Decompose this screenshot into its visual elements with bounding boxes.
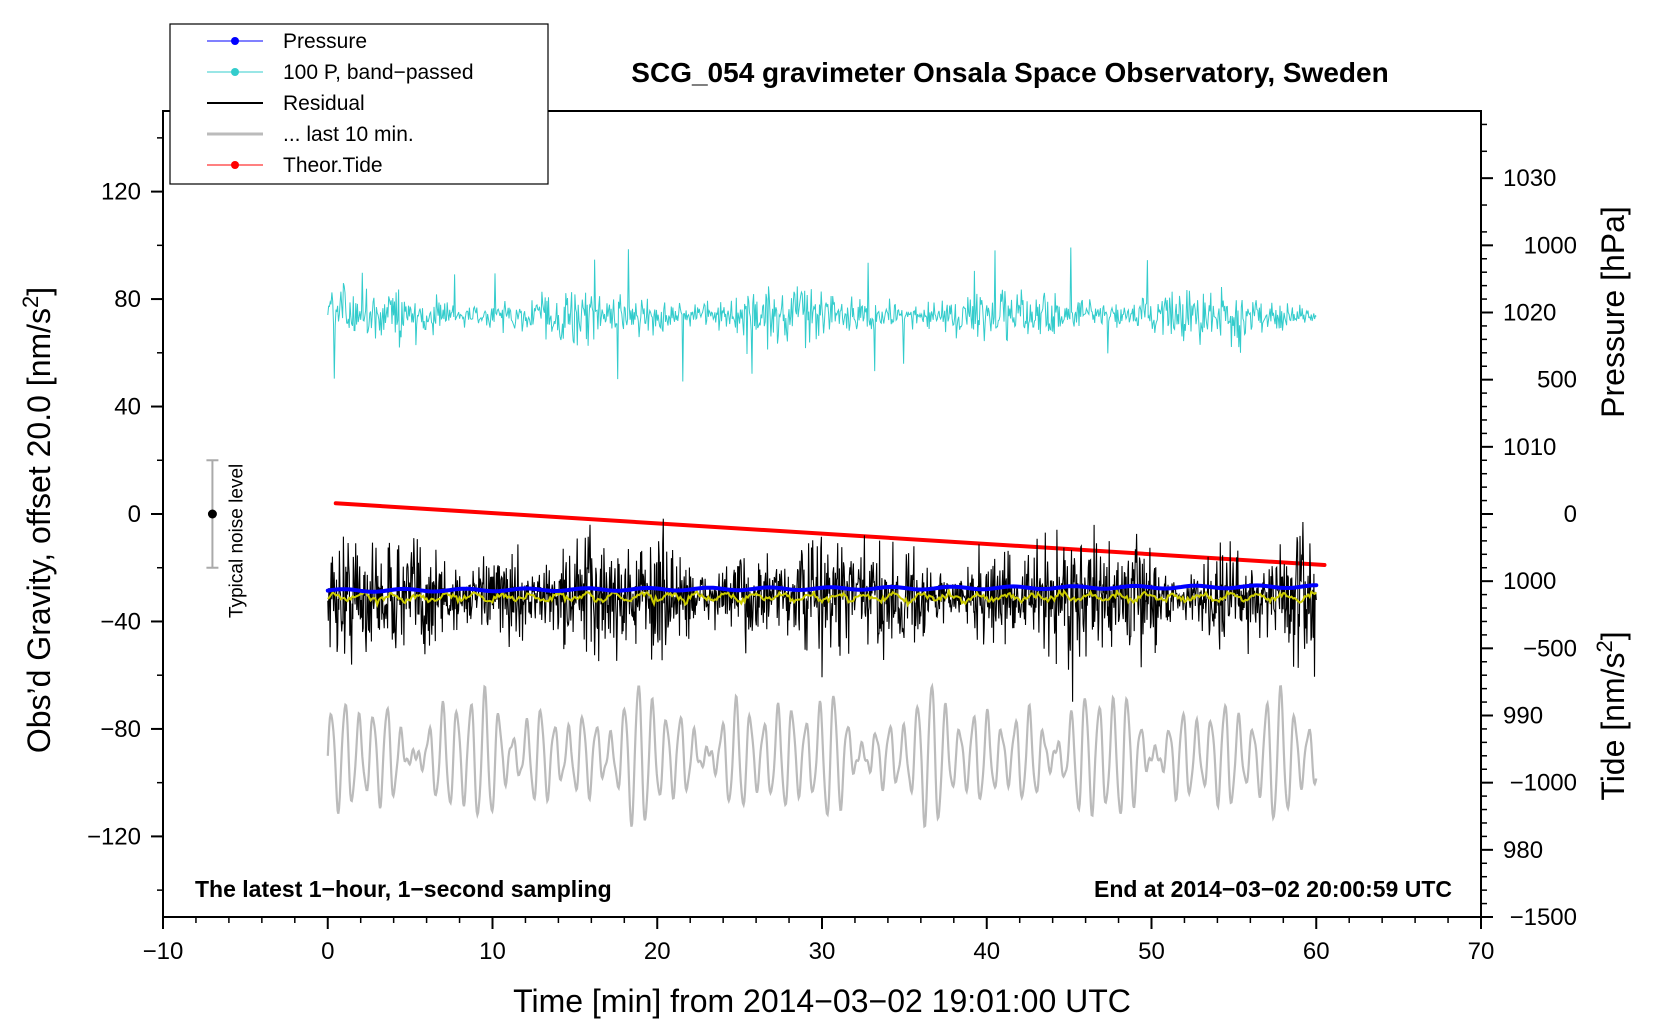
noise-center-dot: [207, 509, 217, 519]
noise-level-label: Typical noise level: [226, 464, 247, 618]
legend-marker: [231, 68, 239, 76]
pressure-tick-label: 1000: [1503, 568, 1556, 595]
pressure-tick-label: 990: [1503, 703, 1543, 730]
x-tick-label: 30: [809, 938, 836, 965]
legend-label: Residual: [283, 92, 365, 115]
tide-axis-label: Tide [nm/s2]: [1592, 631, 1631, 800]
x-tick-label: −10: [143, 938, 184, 965]
x-tick-label: 60: [1303, 938, 1330, 965]
legend-marker: [231, 37, 239, 45]
y-tick-label: −80: [100, 716, 141, 743]
axes-layer: −10 0 10 20 30 40 50 60 7012080400−40−80−1201030…: [87, 123, 1577, 965]
x-tick-label: 0: [321, 938, 334, 965]
plot-frame: [162, 110, 1482, 918]
legend-marker: [231, 161, 239, 169]
chart-title: SCG_054 gravimeter Onsala Space Observat…: [631, 57, 1388, 88]
x-tick-label: 70: [1468, 938, 1495, 965]
series-last-10-min: [326, 682, 1318, 829]
pressure-axis-label: Pressure [hPa]: [1595, 206, 1631, 418]
legend-label: Theor.Tide: [283, 154, 383, 177]
legend: Pressure 100 P, band−passed Residual ... la…: [169, 23, 549, 185]
y-tick-label: 40: [114, 394, 141, 421]
pressure-tick-label: 1020: [1503, 300, 1556, 327]
y-axis-label: Obs’d Gravity, offset 20.0 [nm/s2]: [18, 287, 57, 753]
noise-level-indicator: Typical noise level: [206, 459, 247, 618]
pressure-tick-label: 1010: [1503, 434, 1556, 461]
annotation-sampling: The latest 1−hour, 1−second sampling: [195, 876, 612, 902]
tide-tick-label: 1000: [1524, 232, 1577, 259]
y-tick-label: 120: [101, 179, 141, 206]
y-tick-label: 80: [114, 286, 141, 313]
legend-label: Pressure: [283, 30, 367, 53]
tide-tick-label: −500: [1523, 635, 1577, 662]
x-tick-label: 50: [1138, 938, 1165, 965]
legend-label: ... last 10 min.: [283, 123, 414, 146]
tide-tick-label: 500: [1537, 367, 1577, 394]
x-tick-label: 40: [973, 938, 1000, 965]
series-pressure: [325, 583, 1319, 594]
series-theoretical-tide: [333, 501, 1327, 568]
x-axis-label: Time [min] from 2014−03−02 19:01:00 UTC: [513, 983, 1131, 1019]
annotation-end-time: End at 2014−03−02 20:00:59 UTC: [1094, 876, 1452, 902]
series-layer: [325, 247, 1327, 829]
tide-tick-label: 0: [1564, 501, 1577, 528]
series-residual: [327, 518, 1317, 702]
pressure-tick-label: 980: [1503, 837, 1543, 864]
tide-tick-label: −1000: [1510, 770, 1577, 797]
legend-label: 100 P, band−passed: [283, 61, 474, 84]
y-tick-label: −120: [87, 823, 141, 850]
series-residual-smoothed: [327, 586, 1317, 609]
tide-tick-label: −1500: [1510, 904, 1577, 931]
x-tick-label: 10: [479, 938, 506, 965]
x-tick-label: 20: [644, 938, 671, 965]
y-tick-label: −40: [100, 608, 141, 635]
series-band-passed-pressure: [327, 247, 1317, 382]
y-tick-label: 0: [128, 501, 141, 528]
pressure-tick-label: 1030: [1503, 165, 1556, 192]
